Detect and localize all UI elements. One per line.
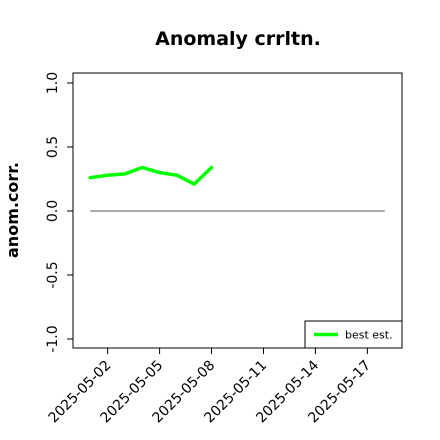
legend: best est. [304, 320, 403, 349]
y-tick-label: -1.0 [45, 325, 61, 352]
chart-title: Anomaly crrltn. [155, 28, 321, 50]
y-tick-label: 1.0 [45, 72, 61, 94]
series-layer [88, 165, 214, 186]
y-tick-label: 0.5 [45, 136, 61, 158]
y-axis: -1.0 -0.5 0.0 0.5 1.0 [45, 72, 73, 353]
y-tick-label: -0.5 [45, 261, 61, 288]
y-tick-label: 0.0 [45, 200, 61, 222]
legend-label-best-est: best est. [345, 329, 393, 342]
data-point [88, 176, 92, 180]
y-axis-label: anom.corr. [3, 162, 22, 258]
series-line-best-est [88, 165, 214, 186]
data-point [209, 165, 214, 170]
data-point [175, 173, 179, 177]
data-point [157, 171, 162, 175]
x-axis: 2025-05-022025-05-052025-05-082025-05-11… [46, 348, 374, 426]
data-point [123, 172, 127, 176]
data-point [192, 182, 196, 186]
data-point [106, 173, 110, 177]
data-point [140, 165, 144, 170]
